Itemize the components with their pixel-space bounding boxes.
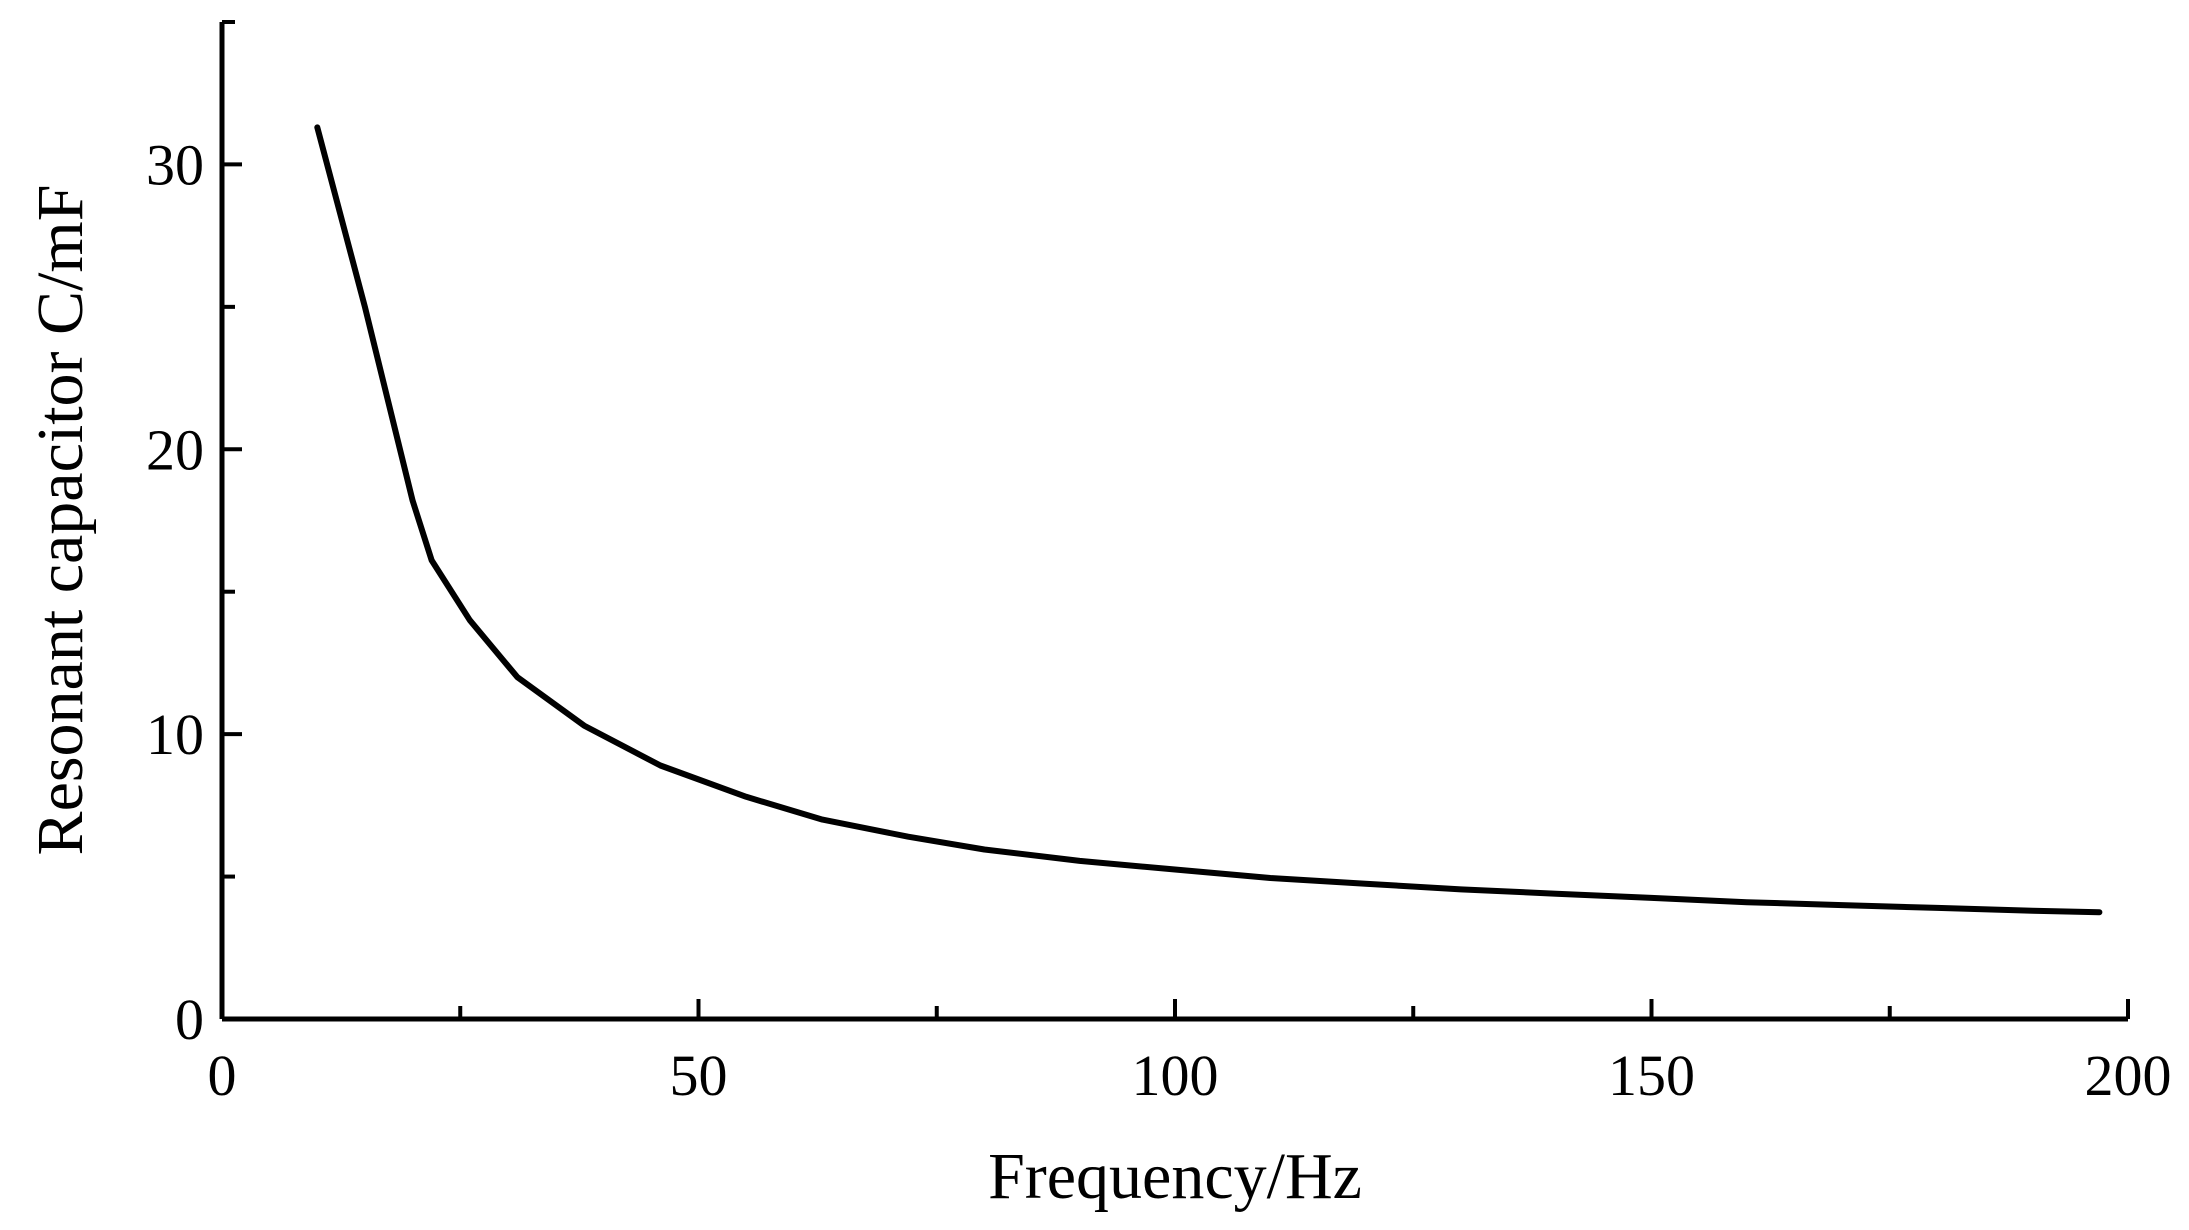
series-line [314, 124, 2103, 916]
x-tick-label: 150 [1608, 1043, 1695, 1108]
tick-labels: 0 50 100 150 200 0 10 20 30 [146, 132, 2172, 1108]
y-tick-label: 10 [146, 702, 204, 767]
ticks [220, 20, 2130, 1021]
x-tick-label: 200 [2085, 1043, 2172, 1108]
y-tick-label: 20 [146, 417, 204, 482]
x-axis-title: Frequency/Hz [988, 1140, 1362, 1213]
x-tick-label: 0 [208, 1043, 237, 1108]
y-tick-label: 30 [146, 132, 204, 197]
y-axis-title: Resonant capacitor C/mF [24, 185, 97, 856]
x-tick-label: 100 [1132, 1043, 1219, 1108]
x-tick-label: 50 [670, 1043, 728, 1108]
y-tick-label: 0 [175, 987, 204, 1052]
plot-area: 0 50 100 150 200 0 10 20 30 [146, 20, 2172, 1108]
series-group [314, 124, 2103, 916]
